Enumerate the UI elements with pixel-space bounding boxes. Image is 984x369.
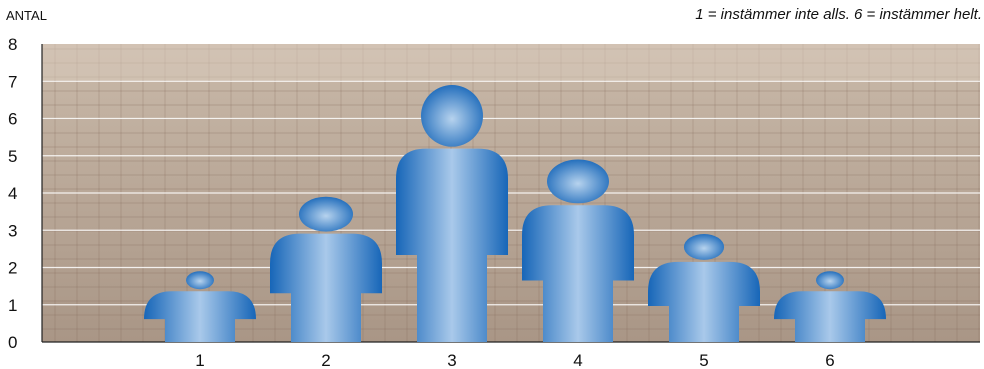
bar-head: [298, 196, 354, 232]
bar-body: [270, 233, 382, 342]
bar-figure: [270, 196, 382, 342]
x-tick-label: 2: [321, 351, 330, 369]
y-tick-label: 4: [8, 184, 17, 203]
y-tick-label: 3: [8, 221, 17, 240]
y-tick-label: 8: [8, 35, 17, 54]
bar-head: [816, 271, 844, 290]
y-axis-label: ANTAL: [6, 8, 47, 23]
y-tick-label: 0: [8, 333, 17, 352]
bar-figure: [522, 159, 634, 342]
y-tick-label: 6: [8, 110, 17, 129]
bar-body: [522, 205, 634, 342]
x-tick-label: 4: [573, 351, 582, 369]
y-tick-label: 1: [8, 296, 17, 315]
bar-body: [648, 261, 760, 342]
y-tick-label: 7: [8, 72, 17, 91]
bar-head: [683, 233, 725, 260]
x-tick-label: 6: [825, 351, 834, 369]
y-tick-label: 5: [8, 147, 17, 166]
bar-head: [547, 159, 609, 204]
x-tick-label: 3: [447, 351, 456, 369]
bar-figure: [144, 271, 256, 342]
x-tick-label: 5: [699, 351, 708, 369]
scale-annotation: 1 = instämmer inte alls. 6 = instämmer h…: [695, 6, 982, 23]
photo-haze: [42, 44, 980, 80]
y-tick-label: 2: [8, 259, 17, 278]
bar-body: [774, 291, 886, 342]
x-tick-label: 1: [195, 351, 204, 369]
bar-figure: [396, 84, 508, 342]
bar-body: [144, 291, 256, 342]
bar-figure: [774, 271, 886, 342]
bar-head: [186, 271, 214, 290]
bar-body: [396, 148, 508, 342]
bar-figure: [648, 233, 760, 342]
bar-head: [421, 84, 483, 147]
